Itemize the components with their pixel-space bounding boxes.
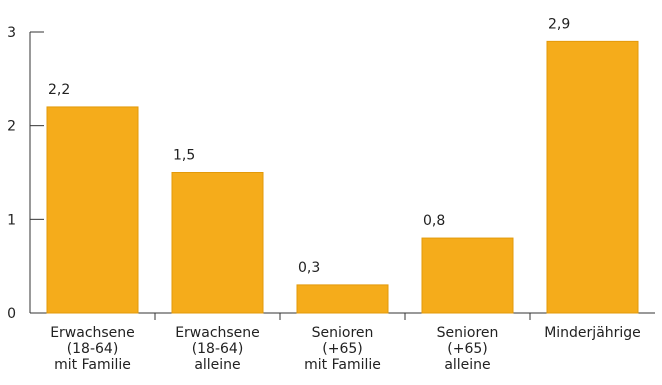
chart-bars	[46, 40, 639, 314]
bar-value-label: 2,2	[48, 82, 70, 98]
x-category-label: Senioren (+65) alleine	[437, 325, 499, 373]
x-category-label: Senioren (+65) mit Familie	[304, 325, 381, 373]
bar	[46, 106, 139, 314]
bar	[546, 40, 639, 314]
x-category-label: Minderjährige	[544, 325, 641, 341]
y-tick-label: 0	[7, 306, 16, 322]
x-category-label: Erwachsene (18-64) mit Familie	[50, 325, 135, 373]
bar	[296, 284, 389, 314]
y-tick-label: 3	[7, 25, 16, 41]
bar	[171, 172, 264, 314]
chart-labels: 2,2 Erwachsene (18-64) mit Familie 1,5 Erwach…	[48, 16, 641, 373]
x-category-label: Erwachsene (18-64) alleine	[175, 325, 260, 373]
bar-value-label: 2,9	[548, 16, 570, 32]
y-tick-label: 2	[7, 119, 16, 135]
bar-value-label: 0,8	[423, 213, 445, 229]
y-tick-label: 1	[7, 212, 16, 228]
bar	[421, 237, 514, 314]
bar-value-label: 0,3	[298, 260, 320, 276]
bar-value-label: 1,5	[173, 148, 195, 164]
